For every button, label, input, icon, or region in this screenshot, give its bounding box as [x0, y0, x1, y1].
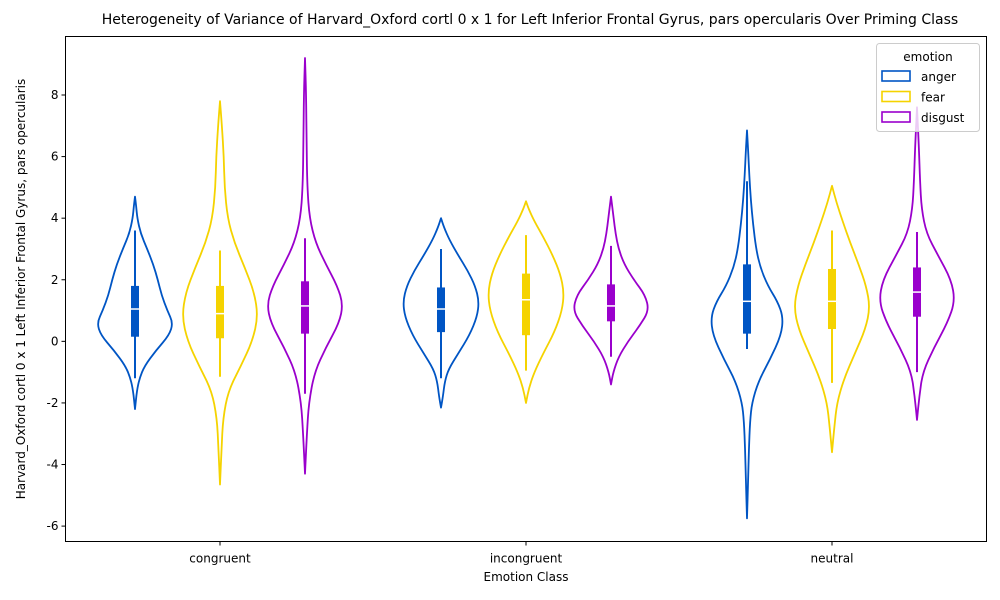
- violin-iqr-box: [301, 281, 309, 334]
- violin-iqr-box: [216, 285, 224, 339]
- legend-label-disgust: disgust: [921, 111, 965, 125]
- y-tick-label: 8: [51, 88, 59, 102]
- x-tick-label: incongruent: [490, 552, 563, 566]
- violin-outline: [182, 100, 258, 486]
- legend: emotion anger fear disgust: [876, 43, 980, 132]
- y-tick-label: -6: [47, 519, 59, 533]
- x-tick-label: neutral: [811, 552, 854, 566]
- violin-iqr-box: [131, 285, 139, 337]
- violin-fear-congruent: [182, 100, 258, 486]
- legend-label-anger: anger: [921, 70, 956, 84]
- axis-ticks: -6 -4 -2 0 2 4 6 8 congruent incongruent neutral: [47, 88, 854, 565]
- y-tick-label: 0: [51, 334, 59, 348]
- y-tick-label: -2: [47, 396, 59, 410]
- legend-title: emotion: [903, 50, 952, 64]
- violin-outline: [794, 184, 870, 454]
- violin-disgust-neutral: [879, 106, 955, 421]
- violin-outline: [97, 195, 173, 410]
- legend-swatch-disgust: [881, 111, 911, 123]
- violin-fear-incongruent: [487, 200, 565, 404]
- violin-iqr-box: [437, 287, 445, 333]
- violin-outline: [402, 217, 480, 409]
- violin-anger-congruent: [97, 195, 173, 410]
- chart-title: Heterogeneity of Variance of Harvard_Oxf…: [102, 12, 958, 28]
- violin-anger-neutral: [710, 129, 784, 520]
- violin-iqr-box: [522, 273, 530, 336]
- x-tick-label: congruent: [189, 552, 251, 566]
- y-tick-label: 6: [51, 150, 59, 164]
- legend-swatch-fear: [881, 90, 911, 103]
- violin-iqr-box: [607, 284, 615, 322]
- y-tick-label: 4: [51, 211, 59, 225]
- violin-anger-incongruent: [402, 217, 480, 409]
- violin-iqr-box: [828, 268, 836, 330]
- violin-disgust-congruent: [267, 57, 343, 475]
- violin-outline: [573, 195, 649, 386]
- violin-iqr-box: [743, 264, 751, 334]
- legend-frame: [876, 43, 980, 132]
- x-axis-label: Emotion Class: [484, 570, 569, 584]
- violin-outline: [710, 129, 784, 520]
- violin-fear-neutral: [794, 184, 870, 454]
- legend-label-fear: fear: [921, 91, 945, 105]
- y-tick-label: -4: [47, 458, 59, 472]
- y-tick-label: 2: [51, 273, 59, 287]
- violins-layer: [97, 57, 955, 520]
- violin-outline: [267, 57, 343, 475]
- violin-disgust-incongruent: [573, 195, 649, 386]
- y-axis-label: Harvard_Oxford cortl 0 x 1 Left Inferior…: [14, 79, 28, 499]
- legend-swatch-anger: [881, 70, 911, 82]
- legend-entries: anger fear disgust: [881, 70, 965, 125]
- violin-outline: [487, 200, 565, 404]
